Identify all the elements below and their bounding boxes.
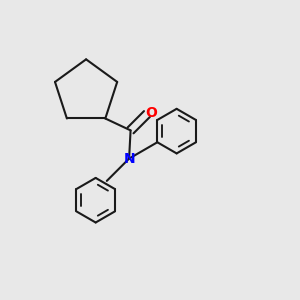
Text: O: O — [145, 106, 157, 120]
Text: N: N — [123, 152, 135, 166]
